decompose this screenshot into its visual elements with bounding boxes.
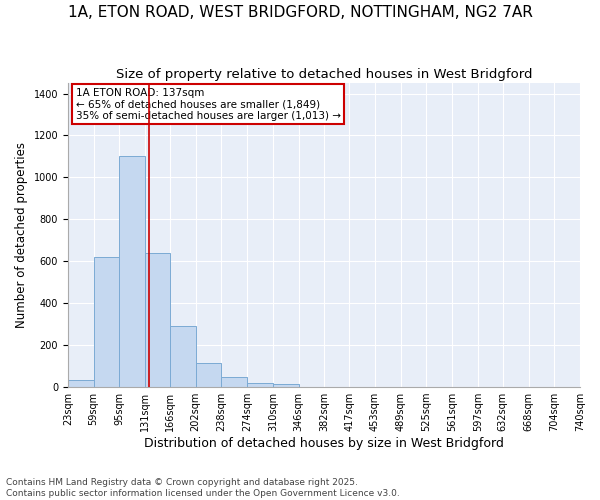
Bar xyxy=(196,363,221,387)
Title: Size of property relative to detached houses in West Bridgford: Size of property relative to detached ho… xyxy=(116,68,532,80)
X-axis label: Distribution of detached houses by size in West Bridgford: Distribution of detached houses by size … xyxy=(144,437,504,450)
Y-axis label: Number of detached properties: Number of detached properties xyxy=(15,142,28,328)
Bar xyxy=(94,257,119,387)
Bar xyxy=(273,384,299,387)
Bar xyxy=(221,376,247,387)
Bar xyxy=(170,326,196,387)
Bar xyxy=(247,383,273,387)
Text: Contains HM Land Registry data © Crown copyright and database right 2025.
Contai: Contains HM Land Registry data © Crown c… xyxy=(6,478,400,498)
Text: 1A, ETON ROAD, WEST BRIDGFORD, NOTTINGHAM, NG2 7AR: 1A, ETON ROAD, WEST BRIDGFORD, NOTTINGHA… xyxy=(68,5,532,20)
Bar xyxy=(119,156,145,387)
Bar xyxy=(145,253,170,387)
Bar xyxy=(68,380,94,387)
Text: 1A ETON ROAD: 137sqm
← 65% of detached houses are smaller (1,849)
35% of semi-de: 1A ETON ROAD: 137sqm ← 65% of detached h… xyxy=(76,88,341,121)
